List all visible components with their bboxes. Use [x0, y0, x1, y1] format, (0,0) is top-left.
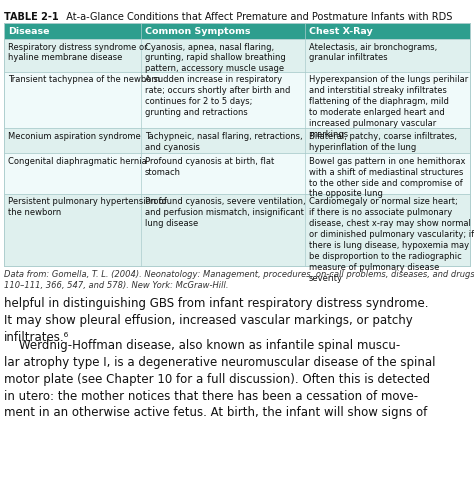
- Text: Persistent pulmonary hypertension of
the newborn: Persistent pulmonary hypertension of the…: [8, 197, 167, 217]
- Text: Transient tachypnea of the newborn: Transient tachypnea of the newborn: [8, 75, 160, 84]
- Text: Atelectasis, air bronchograms,
granular infiltrates: Atelectasis, air bronchograms, granular …: [309, 42, 437, 62]
- Text: Disease: Disease: [8, 26, 49, 36]
- Text: Respiratory distress syndrome or
hyaline membrane disease: Respiratory distress syndrome or hyaline…: [8, 42, 147, 62]
- Text: At-a-Glance Conditions that Affect Premature and Postmature Infants with RDS: At-a-Glance Conditions that Affect Prema…: [60, 12, 452, 22]
- Text: Cyanosis, apnea, nasal flaring,
grunting, rapid shallow breathing
pattern, acces: Cyanosis, apnea, nasal flaring, grunting…: [145, 42, 286, 74]
- Text: Bilateral, patchy, coarse infiltrates,
hyperinflation of the lung: Bilateral, patchy, coarse infiltrates, h…: [309, 132, 457, 152]
- Text: Data from: Gomella, T. L. (2004). Neonatology: Management, procedures, on-call p: Data from: Gomella, T. L. (2004). Neonat…: [4, 270, 474, 290]
- Bar: [4, 128, 470, 153]
- Bar: [4, 39, 470, 72]
- Text: helpful in distinguishing GBS from infant respiratory distress syndrome.
It may : helpful in distinguishing GBS from infan…: [4, 297, 428, 344]
- Text: Cardiomegaly or normal size heart;
if there is no associate pulmonary
disease, c: Cardiomegaly or normal size heart; if th…: [309, 197, 474, 283]
- Text: Profound cyanosis at birth, flat
stomach: Profound cyanosis at birth, flat stomach: [145, 157, 274, 177]
- Bar: [4, 72, 470, 128]
- Text: A sudden increase in respiratory
rate; occurs shortly after birth and
continues : A sudden increase in respiratory rate; o…: [145, 75, 291, 117]
- Text: Profound cyanosis, severe ventilation,
and perfusion mismatch, insignificant
lun: Profound cyanosis, severe ventilation, a…: [145, 197, 306, 228]
- Bar: [4, 153, 470, 194]
- Text: Meconium aspiration syndrome: Meconium aspiration syndrome: [8, 132, 141, 141]
- Bar: [4, 23, 470, 39]
- Text: Common Symptoms: Common Symptoms: [145, 26, 250, 36]
- Text: Hyperexpansion of the lungs perihilar
and interstitial streaky infiltrates
flatt: Hyperexpansion of the lungs perihilar an…: [309, 75, 468, 139]
- Bar: [4, 194, 470, 266]
- Text: Tachypneic, nasal flaring, retractions,
and cyanosis: Tachypneic, nasal flaring, retractions, …: [145, 132, 302, 152]
- Text: Bowel gas pattern in one hemithorax
with a shift of mediastinal structures
to th: Bowel gas pattern in one hemithorax with…: [309, 157, 465, 199]
- Text: TABLE 2-1: TABLE 2-1: [4, 12, 59, 22]
- Text: Werdnig-Hoffman disease, also known as infantile spinal muscu-
lar atrophy type : Werdnig-Hoffman disease, also known as i…: [4, 339, 436, 419]
- Text: Congenital diaphragmatic hernia: Congenital diaphragmatic hernia: [8, 157, 147, 166]
- Text: Chest X-Ray: Chest X-Ray: [309, 26, 373, 36]
